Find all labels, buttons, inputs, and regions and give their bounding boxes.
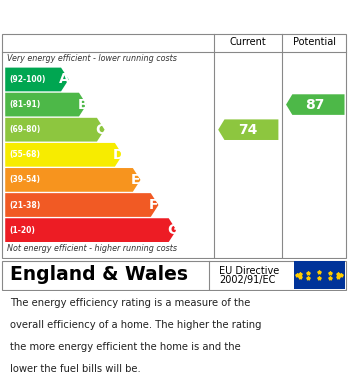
Text: (81-91): (81-91) xyxy=(9,100,41,109)
Text: (1-20): (1-20) xyxy=(9,226,35,235)
Polygon shape xyxy=(5,168,141,192)
Text: lower the fuel bills will be.: lower the fuel bills will be. xyxy=(10,364,141,374)
Text: Not energy efficient - higher running costs: Not energy efficient - higher running co… xyxy=(7,244,177,253)
Text: (21-38): (21-38) xyxy=(9,201,41,210)
Polygon shape xyxy=(5,118,105,142)
Text: G: G xyxy=(167,223,179,237)
Text: Energy Efficiency Rating: Energy Efficiency Rating xyxy=(12,9,234,24)
Polygon shape xyxy=(5,218,176,242)
Polygon shape xyxy=(5,143,122,167)
Polygon shape xyxy=(5,93,87,117)
Text: overall efficiency of a home. The higher the rating: overall efficiency of a home. The higher… xyxy=(10,320,262,330)
Text: D: D xyxy=(113,148,125,162)
Text: 87: 87 xyxy=(306,98,325,111)
Text: E: E xyxy=(131,173,141,187)
Text: (92-100): (92-100) xyxy=(9,75,46,84)
Text: B: B xyxy=(77,98,88,111)
Text: A: A xyxy=(59,72,70,86)
Polygon shape xyxy=(286,94,345,115)
Text: 2002/91/EC: 2002/91/EC xyxy=(219,275,276,285)
Text: F: F xyxy=(149,198,159,212)
Text: (69-80): (69-80) xyxy=(9,125,41,134)
Text: (39-54): (39-54) xyxy=(9,176,40,185)
Text: the more energy efficient the home is and the: the more energy efficient the home is an… xyxy=(10,342,241,352)
Polygon shape xyxy=(5,68,69,91)
Polygon shape xyxy=(5,193,158,217)
Bar xyxy=(294,262,345,289)
Text: Current: Current xyxy=(230,37,266,47)
Text: England & Wales: England & Wales xyxy=(10,265,188,284)
Text: The energy efficiency rating is a measure of the: The energy efficiency rating is a measur… xyxy=(10,298,251,308)
Text: Very energy efficient - lower running costs: Very energy efficient - lower running co… xyxy=(7,54,177,63)
Polygon shape xyxy=(218,119,278,140)
Text: C: C xyxy=(95,123,105,137)
Text: 74: 74 xyxy=(239,123,258,137)
Text: EU Directive: EU Directive xyxy=(219,266,279,276)
Text: (55-68): (55-68) xyxy=(9,150,40,159)
Text: Potential: Potential xyxy=(293,37,337,47)
